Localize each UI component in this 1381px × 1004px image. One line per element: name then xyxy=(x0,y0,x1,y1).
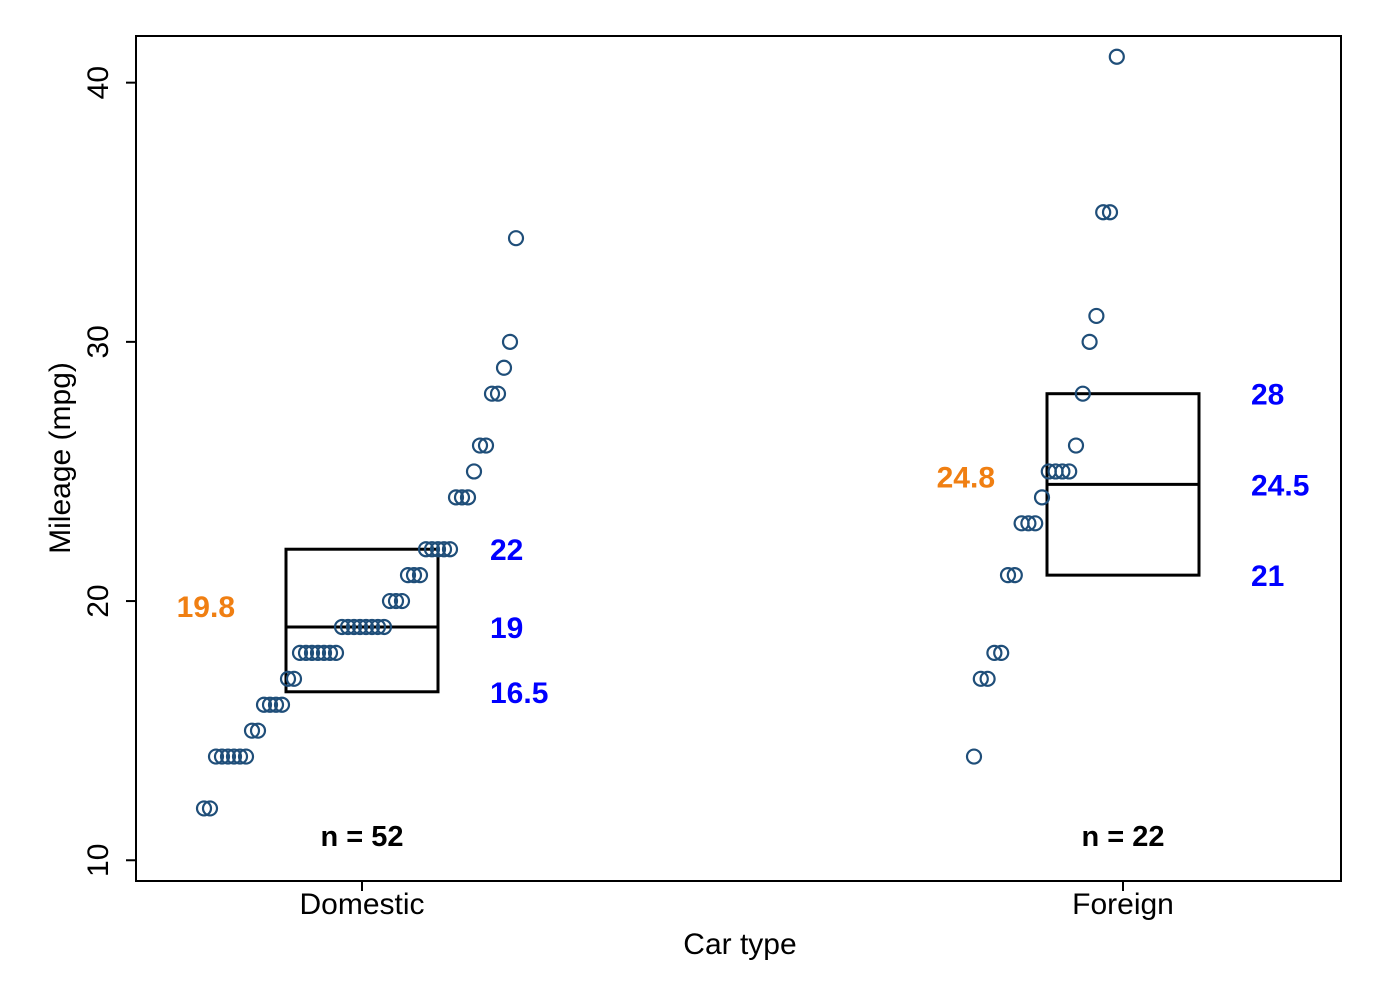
data-point xyxy=(507,230,525,247)
data-point xyxy=(999,567,1017,584)
data-point xyxy=(423,541,441,558)
data-point xyxy=(363,618,381,636)
data-point xyxy=(979,670,996,687)
data-point xyxy=(219,748,237,765)
data-point xyxy=(393,592,411,610)
data-point xyxy=(447,489,465,506)
data-point xyxy=(1095,204,1112,221)
y-axis: 10 20 30 40 xyxy=(82,66,136,877)
data-point xyxy=(375,618,393,636)
data-point xyxy=(345,618,363,636)
data-point xyxy=(327,644,345,662)
data-point xyxy=(201,800,219,817)
data-point xyxy=(477,437,495,454)
data-point xyxy=(279,670,297,687)
data-point xyxy=(1074,385,1091,402)
data-point xyxy=(339,618,357,636)
x-tick-label: Domestic xyxy=(299,888,424,921)
iqr-box xyxy=(284,547,440,694)
y-tick-label: 30 xyxy=(82,325,115,358)
data-point xyxy=(291,644,309,662)
n-label: n = 22 xyxy=(1081,821,1164,853)
data-point xyxy=(435,541,453,558)
data-point xyxy=(231,748,249,765)
data-point xyxy=(243,722,261,739)
data-point xyxy=(207,748,225,765)
data-point xyxy=(972,670,989,687)
data-point xyxy=(1088,307,1105,325)
data-point xyxy=(459,489,477,506)
mean-label: 24.8 xyxy=(937,462,995,495)
data-point xyxy=(297,644,315,662)
median-label: 19 xyxy=(490,612,523,645)
plot-frame xyxy=(135,35,1342,882)
data-point xyxy=(405,567,423,584)
data-point xyxy=(501,333,519,350)
data-point xyxy=(213,748,231,765)
data-point xyxy=(429,541,447,558)
data-point xyxy=(261,696,279,713)
x-tick-label: Foreign xyxy=(1072,888,1174,921)
data-point xyxy=(273,696,291,713)
data-point xyxy=(411,567,429,584)
data-point xyxy=(1027,515,1044,532)
data-point xyxy=(986,644,1003,662)
data-point xyxy=(333,618,351,636)
box-layer xyxy=(284,392,1201,694)
data-point xyxy=(1020,515,1037,532)
data-point xyxy=(1033,489,1051,506)
y-tick-label: 20 xyxy=(82,584,115,617)
q1-label: 21 xyxy=(1251,560,1284,593)
y-axis-title: Mileage (mpg) xyxy=(44,362,77,554)
median-label: 24.5 xyxy=(1251,469,1309,502)
y-tick-label: 10 xyxy=(82,844,115,877)
data-point xyxy=(495,359,513,376)
data-point xyxy=(1108,48,1125,65)
x-axis-title: Car type xyxy=(683,928,796,961)
data-point xyxy=(441,541,459,558)
data-point xyxy=(285,670,303,687)
mean-label: 19.8 xyxy=(177,591,235,624)
data-point xyxy=(417,541,435,558)
data-point xyxy=(321,644,339,662)
data-point xyxy=(471,437,489,454)
data-point xyxy=(309,644,327,662)
data-point xyxy=(1061,463,1078,480)
data-point xyxy=(249,722,267,739)
data-point xyxy=(399,567,417,584)
data-point xyxy=(1081,333,1098,350)
data-point xyxy=(267,696,285,713)
data-point xyxy=(225,748,243,765)
data-point xyxy=(993,644,1010,662)
data-point xyxy=(489,385,507,402)
data-point xyxy=(453,489,471,506)
x-axis: Domestic Foreign xyxy=(299,881,1174,921)
y-tick-label: 40 xyxy=(82,66,115,99)
data-point xyxy=(483,385,501,402)
data-point xyxy=(255,696,273,713)
points-layer xyxy=(195,48,1125,817)
data-point xyxy=(315,644,333,662)
data-point xyxy=(381,592,399,610)
data-point xyxy=(1101,204,1119,221)
data-point xyxy=(357,618,375,636)
data-point xyxy=(195,800,213,817)
data-point xyxy=(1006,567,1023,584)
data-point xyxy=(1067,437,1085,454)
n-label: n = 52 xyxy=(320,821,403,853)
data-point xyxy=(369,618,387,636)
data-point xyxy=(965,748,983,765)
data-point xyxy=(1054,463,1071,480)
q1-label: 16.5 xyxy=(490,677,548,710)
data-point xyxy=(237,748,255,765)
data-point xyxy=(303,644,321,662)
labels-layer: 19.8 22 19 16.5 n = 52 24.8 28 24.5 21 n = 22 xyxy=(177,379,1310,853)
data-point xyxy=(387,592,405,610)
data-point xyxy=(351,618,369,636)
q3-label: 22 xyxy=(490,534,523,567)
data-point xyxy=(465,463,483,480)
q3-label: 28 xyxy=(1251,379,1284,412)
